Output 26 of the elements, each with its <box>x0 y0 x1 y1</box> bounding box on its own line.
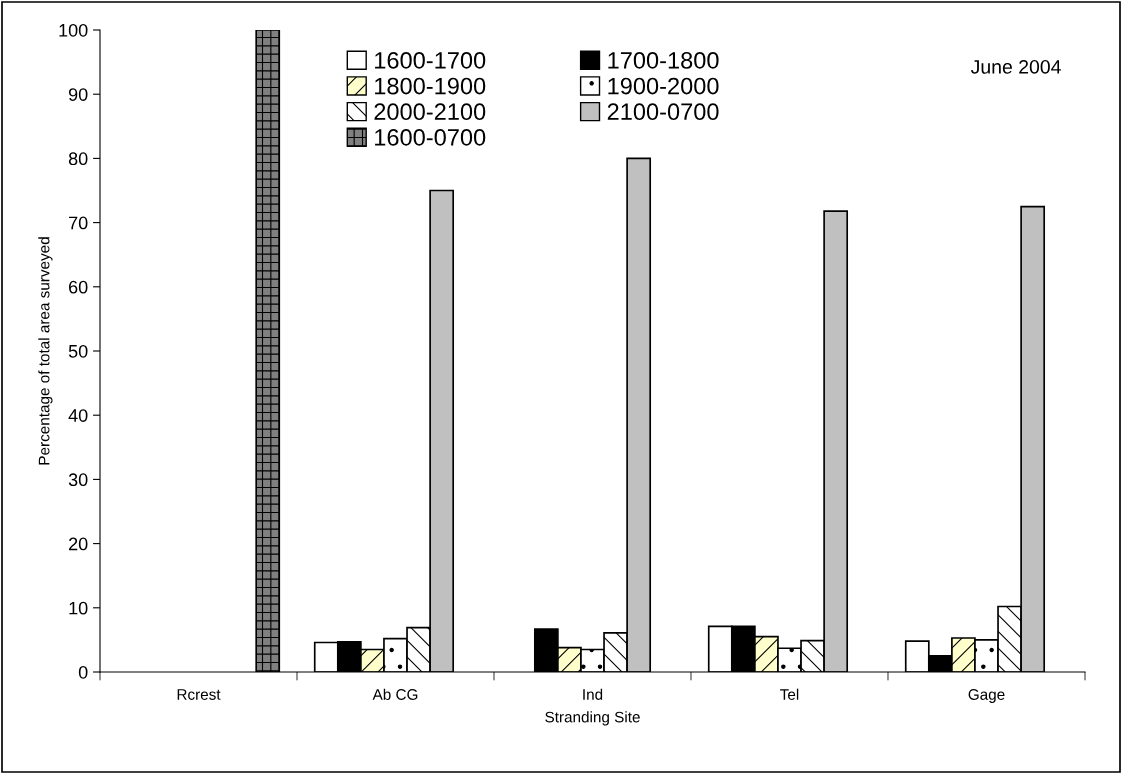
legend-label: 1800-1900 <box>375 77 486 95</box>
x-tick-label: Gage <box>968 689 1005 703</box>
legend-label: 1700-1800 <box>608 52 719 69</box>
y-tick-label: 80 <box>68 152 88 166</box>
x-tick-label: Ab CG <box>372 688 418 700</box>
y-tick-label: 10 <box>69 601 88 615</box>
y-tick-label: 100 <box>59 23 88 37</box>
y-axis-title: Percentage of total area surveyed <box>38 237 53 465</box>
annotation: June 2004 <box>970 59 1061 74</box>
legend-label: 2100-0700 <box>607 103 719 121</box>
y-tick-label: 70 <box>69 216 88 230</box>
y-tick-label: 20 <box>69 537 88 551</box>
legend-label: 1600-0700 <box>375 129 486 146</box>
x-axis-title: Stranding Site <box>545 711 640 726</box>
legend-label: 1900-2000 <box>608 77 719 95</box>
legend-label: 2000-2100 <box>374 103 486 121</box>
x-tick-label: Tel <box>780 688 799 700</box>
legend-label: 1600-1700 <box>375 52 486 69</box>
x-tick-label: Rcrest <box>177 689 221 700</box>
y-tick-label: 30 <box>68 473 88 487</box>
y-tick-label: 60 <box>69 280 88 294</box>
y-tick-label: 50 <box>68 344 88 358</box>
y-tick-label: 40 <box>68 409 88 422</box>
y-tick-label: 0 <box>78 665 88 679</box>
x-tick-label: Ind <box>583 688 603 700</box>
y-tick-label: 90 <box>68 88 88 101</box>
